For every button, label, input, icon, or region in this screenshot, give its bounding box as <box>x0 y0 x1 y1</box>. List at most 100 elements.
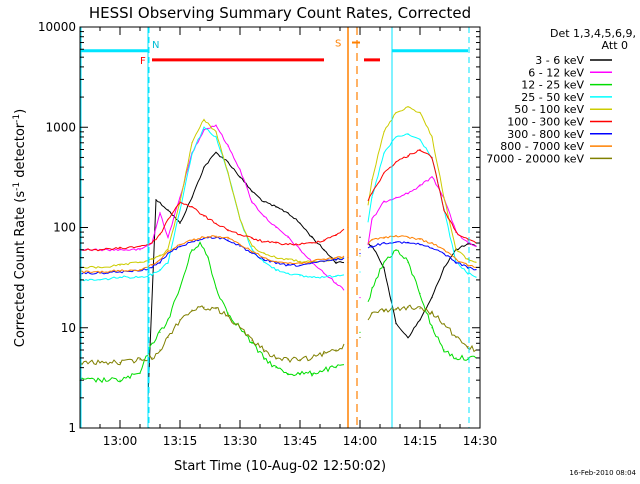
data-point <box>359 215 361 217</box>
data-point <box>335 258 337 261</box>
data-point <box>431 156 433 159</box>
data-point <box>359 336 361 339</box>
data-point <box>191 196 193 198</box>
data-point <box>311 372 313 375</box>
y-tick-label: 10 <box>61 321 76 335</box>
data-point <box>251 237 253 239</box>
data-point <box>407 261 409 263</box>
data-point <box>395 235 397 237</box>
data-point <box>151 264 153 266</box>
data-point <box>139 261 141 263</box>
data-point <box>383 309 385 311</box>
night-label: N <box>152 40 159 51</box>
data-point <box>311 236 313 238</box>
data-point <box>359 236 361 238</box>
x-tick-label: 13:30 <box>223 434 258 448</box>
data-point <box>151 242 153 244</box>
data-point <box>275 260 277 262</box>
data-point <box>443 349 445 351</box>
data-point <box>335 349 337 351</box>
data-point <box>287 262 289 264</box>
series-line <box>79 304 477 366</box>
data-point <box>419 238 421 241</box>
data-point <box>323 258 325 261</box>
x-tick-label: 13:15 <box>163 434 198 448</box>
data-point <box>395 112 397 114</box>
data-point <box>215 124 217 126</box>
data-point <box>443 323 445 325</box>
y-tick-label: 100 <box>53 221 76 235</box>
data-point <box>239 233 241 236</box>
data-point <box>215 287 217 289</box>
data-point <box>179 222 181 224</box>
data-point <box>407 236 409 238</box>
data-point <box>299 222 301 224</box>
data-point <box>443 249 445 251</box>
data-point <box>263 252 265 255</box>
data-point <box>215 222 217 224</box>
data-point <box>99 249 101 251</box>
data-point <box>311 262 313 264</box>
data-point <box>407 155 409 157</box>
data-point <box>227 239 229 241</box>
data-point <box>151 273 153 276</box>
y-tick-label: 10000 <box>38 20 76 34</box>
data-point <box>371 312 373 314</box>
data-point <box>155 198 157 201</box>
data-point <box>299 243 301 245</box>
data-point <box>287 243 289 245</box>
series-line <box>79 241 477 384</box>
data-point <box>455 231 457 233</box>
data-point <box>335 275 337 277</box>
series-group <box>79 148 477 252</box>
data-point <box>251 190 253 192</box>
data-point <box>467 345 469 348</box>
data-point <box>455 357 457 359</box>
data-point <box>419 148 421 151</box>
data-point <box>191 241 193 243</box>
y-tick-label: 1 <box>68 421 76 435</box>
legend-label: 800 - 7000 keV <box>500 140 584 153</box>
data-point <box>191 309 193 311</box>
data-point <box>419 292 421 295</box>
data-point <box>119 379 121 381</box>
data-point <box>139 372 141 375</box>
data-point <box>119 361 121 364</box>
data-point <box>227 229 229 231</box>
data-point <box>239 168 241 170</box>
data-point <box>371 196 373 198</box>
data-point <box>431 176 433 178</box>
saa-label: S <box>335 39 341 50</box>
data-point <box>335 257 337 259</box>
data-point <box>467 242 469 244</box>
data-point <box>263 215 265 217</box>
data-point <box>455 258 457 261</box>
data-point <box>151 342 153 344</box>
annotations: NF S <box>80 27 470 428</box>
data-point <box>227 315 229 317</box>
data-point <box>383 242 385 244</box>
data-point <box>419 308 421 310</box>
data-point <box>167 209 169 211</box>
data-point <box>299 359 301 361</box>
data-point <box>167 249 169 251</box>
data-point <box>263 349 265 351</box>
data-point <box>159 349 161 351</box>
data-point <box>139 249 141 251</box>
data-point <box>467 258 469 261</box>
data-point <box>467 357 469 359</box>
data-point <box>475 276 477 278</box>
data-point <box>383 201 385 203</box>
data-point <box>263 201 265 203</box>
data-point <box>251 339 253 341</box>
legend-label: 6 - 12 keV <box>528 66 584 79</box>
data-point <box>251 252 253 255</box>
data-point <box>443 209 445 211</box>
data-point <box>419 185 421 187</box>
data-point <box>383 131 385 133</box>
data-point <box>203 236 205 238</box>
data-point <box>227 312 229 314</box>
data-point <box>139 276 141 278</box>
series-line <box>147 151 477 399</box>
